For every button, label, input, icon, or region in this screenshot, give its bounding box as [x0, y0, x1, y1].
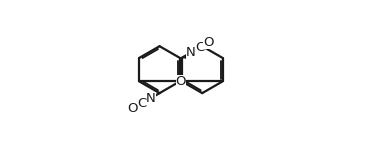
- Text: N: N: [186, 46, 196, 59]
- Text: O: O: [203, 36, 214, 49]
- Text: C: C: [195, 41, 204, 54]
- Text: C: C: [137, 97, 146, 110]
- Text: O: O: [128, 102, 138, 115]
- Text: N: N: [146, 92, 156, 105]
- Text: O: O: [176, 75, 186, 88]
